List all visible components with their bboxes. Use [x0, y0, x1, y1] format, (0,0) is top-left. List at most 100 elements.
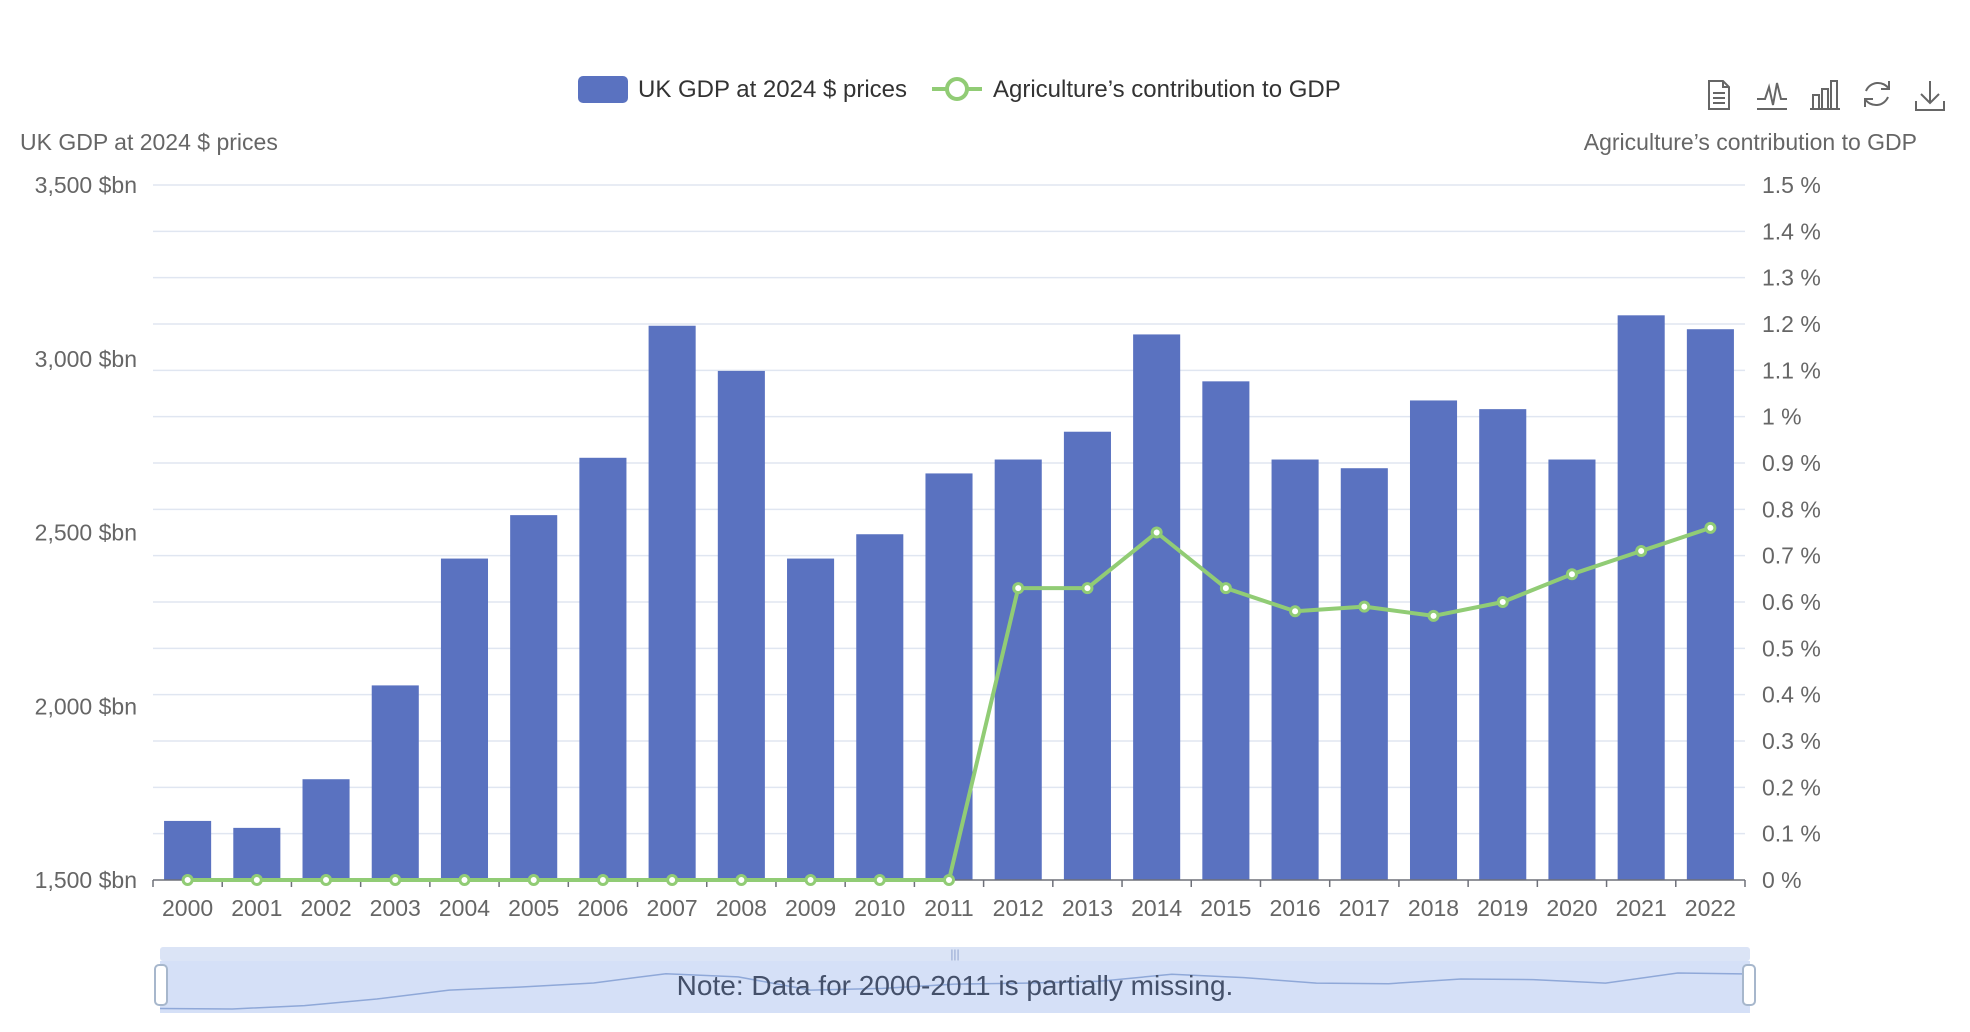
- right-tick-label: 0.3 %: [1762, 728, 1821, 754]
- bar[interactable]: [302, 779, 350, 880]
- line-point[interactable]: [596, 874, 609, 886]
- data-view-icon[interactable]: [1708, 80, 1730, 110]
- line-point[interactable]: [804, 874, 817, 886]
- bar[interactable]: [1271, 459, 1319, 880]
- left-tick-label: 2,500 $bn: [35, 520, 137, 546]
- line-point[interactable]: [1635, 545, 1648, 558]
- line-point[interactable]: [1012, 582, 1025, 595]
- x-tick-label: 2007: [647, 895, 698, 921]
- left-axis-name: UK GDP at 2024 $ prices: [20, 129, 278, 155]
- line-point[interactable]: [666, 874, 679, 886]
- x-tick-label: 2000: [162, 895, 213, 921]
- line-point[interactable]: [735, 874, 748, 886]
- x-tick-label: 2014: [1131, 895, 1182, 921]
- right-tick-label: 1 %: [1762, 404, 1802, 430]
- left-tick-label: 3,000 $bn: [35, 346, 137, 372]
- line-point[interactable]: [1219, 582, 1232, 595]
- x-tick-label: 2003: [370, 895, 421, 921]
- line-point[interactable]: [389, 874, 402, 886]
- bar[interactable]: [164, 820, 212, 880]
- left-tick-label: 3,500 $bn: [35, 172, 137, 198]
- line-point[interactable]: [1358, 600, 1371, 613]
- data-zoom-handle-right[interactable]: [1742, 964, 1756, 1006]
- line-point[interactable]: [1565, 568, 1578, 581]
- bar[interactable]: [233, 827, 281, 880]
- line-point[interactable]: [1427, 609, 1440, 622]
- bar[interactable]: [787, 558, 835, 880]
- line-point[interactable]: [1081, 582, 1094, 595]
- line-point[interactable]: [1496, 596, 1509, 608]
- data-zoom-bar[interactable]: [160, 947, 1750, 961]
- bar[interactable]: [510, 515, 558, 880]
- legend-line-label: Agriculture’s contribution to GDP: [993, 76, 1341, 103]
- bar[interactable]: [1617, 315, 1665, 880]
- download-icon[interactable]: [1915, 81, 1945, 111]
- legend-bar-label: UK GDP at 2024 $ prices: [638, 76, 907, 103]
- line-point[interactable]: [181, 874, 194, 886]
- line-point[interactable]: [320, 874, 333, 886]
- right-tick-label: 1.4 %: [1762, 218, 1821, 244]
- toolbox[interactable]: [1708, 80, 1945, 111]
- bar[interactable]: [1340, 468, 1388, 880]
- line-point[interactable]: [1289, 605, 1302, 618]
- right-tick-label: 0.8 %: [1762, 496, 1821, 522]
- data-zoom-shadow-line: [159, 972, 1751, 1010]
- line-point[interactable]: [873, 874, 886, 886]
- bar[interactable]: [1686, 329, 1734, 880]
- x-tick-label: 2002: [300, 895, 351, 921]
- right-axis-name: Agriculture’s contribution to GDP: [1584, 129, 1917, 155]
- bar[interactable]: [856, 534, 904, 880]
- line-point[interactable]: [250, 874, 263, 886]
- x-tick-label: 2022: [1685, 895, 1736, 921]
- bar[interactable]: [579, 457, 627, 880]
- x-tick-label: 2008: [716, 895, 767, 921]
- x-tick-label: 2018: [1408, 895, 1459, 921]
- bar-series: [164, 315, 1734, 880]
- x-tick-label: 2013: [1062, 895, 1113, 921]
- bar[interactable]: [1548, 459, 1596, 880]
- bar[interactable]: [648, 325, 696, 880]
- line-point[interactable]: [943, 874, 955, 886]
- bar[interactable]: [371, 685, 419, 880]
- x-tick-label: 2020: [1546, 895, 1597, 921]
- x-tick-label: 2017: [1339, 895, 1390, 921]
- data-zoom-background: [160, 961, 1750, 1013]
- bar[interactable]: [1063, 431, 1111, 880]
- bar[interactable]: [994, 459, 1042, 880]
- bar[interactable]: [717, 370, 765, 880]
- bar[interactable]: [1409, 400, 1458, 880]
- legend-item-line[interactable]: Agriculture’s contribution to GDP: [932, 76, 1341, 103]
- line-point[interactable]: [1150, 526, 1163, 539]
- left-tick-label: 1,500 $bn: [35, 867, 137, 893]
- bar[interactable]: [440, 558, 489, 880]
- restore-icon[interactable]: [1864, 81, 1890, 107]
- line-point[interactable]: [1704, 521, 1717, 534]
- line-chart-icon[interactable]: [1757, 82, 1787, 110]
- x-tick-label: 2012: [993, 895, 1044, 921]
- legend-line-marker: [945, 77, 969, 101]
- right-tick-label: 0.2 %: [1762, 774, 1821, 800]
- bar[interactable]: [1202, 381, 1250, 880]
- right-tick-label: 0.6 %: [1762, 589, 1821, 615]
- data-zoom-handle-left[interactable]: [154, 964, 168, 1006]
- right-tick-label: 1.5 %: [1762, 172, 1821, 198]
- note-text: Note: Data for 2000-2011 is partially mi…: [677, 970, 1234, 1001]
- x-tick-label: 2016: [1270, 895, 1321, 921]
- data-zoom-drag-icon[interactable]: |||: [950, 947, 959, 961]
- legend-item-bar[interactable]: UK GDP at 2024 $ prices: [578, 76, 907, 103]
- right-tick-label: 0.1 %: [1762, 821, 1821, 847]
- right-tick-label: 1.2 %: [1762, 311, 1821, 337]
- bar[interactable]: [1479, 409, 1527, 880]
- line-point[interactable]: [458, 874, 471, 886]
- line-point[interactable]: [527, 874, 540, 886]
- legend[interactable]: UK GDP at 2024 $ prices Agriculture’s co…: [578, 76, 1341, 103]
- x-tick-label: 2006: [577, 895, 628, 921]
- bar-chart-icon[interactable]: [1810, 80, 1840, 110]
- bar[interactable]: [1133, 334, 1181, 880]
- data-zoom[interactable]: ||| Note: Data for 2000-2011 is partiall…: [154, 947, 1756, 1013]
- right-tick-label: 0 %: [1762, 867, 1802, 893]
- line-series: [181, 521, 1717, 886]
- x-tick-label: 2001: [231, 895, 282, 921]
- x-tick-label: 2005: [508, 895, 559, 921]
